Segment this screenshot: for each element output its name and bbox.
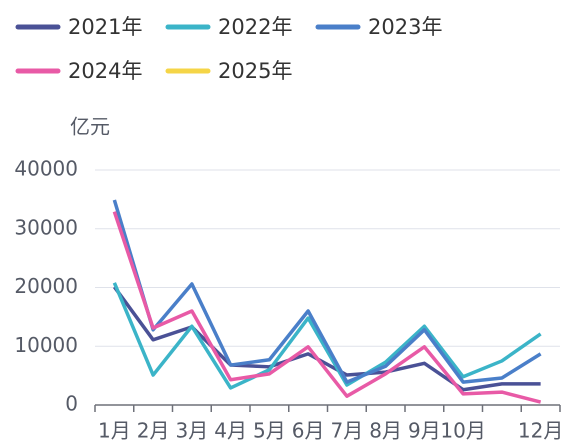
y-tick-label: 40000 — [14, 157, 78, 181]
y-tick-label: 10000 — [14, 333, 78, 357]
legend-label: 2021年 — [68, 15, 142, 39]
series-line — [112, 285, 541, 392]
series-line — [112, 211, 542, 404]
x-tick-label: 2月 — [137, 419, 170, 442]
series-line — [112, 282, 542, 390]
x-tick-label: 10月 — [440, 419, 485, 442]
y-axis-label: 亿元 — [70, 115, 110, 139]
y-tick-label: 20000 — [14, 274, 78, 298]
legend-label: 2022年 — [218, 15, 292, 39]
y-tick-label: 0 — [65, 392, 78, 416]
x-tick-label: 8月 — [369, 419, 402, 442]
legend-label: 2024年 — [68, 59, 142, 83]
x-tick-label: 1月 — [98, 419, 131, 442]
y-tick-label: 30000 — [14, 215, 78, 239]
x-tick-label: 7月 — [331, 419, 364, 442]
series-line — [112, 199, 542, 384]
x-tick-label: 5月 — [253, 419, 286, 442]
legend-label: 2023年 — [368, 15, 442, 39]
x-tick-label: 12月 — [518, 419, 563, 442]
x-tick-label: 3月 — [176, 419, 209, 442]
x-tick-label: 6月 — [292, 419, 325, 442]
x-tick-label: 4月 — [214, 419, 247, 442]
x-tick-label: 9月 — [408, 419, 441, 442]
legend-label: 2025年 — [218, 59, 292, 83]
